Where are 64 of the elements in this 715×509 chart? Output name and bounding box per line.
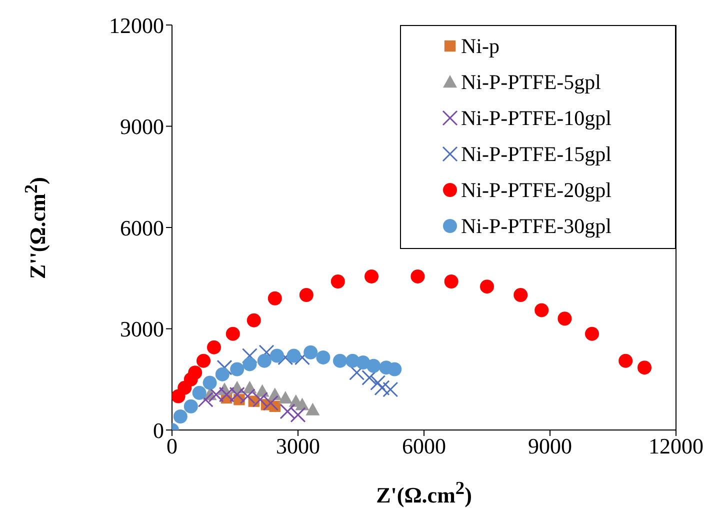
point	[638, 360, 652, 375]
point	[262, 395, 278, 411]
point	[196, 354, 210, 368]
point	[207, 340, 221, 354]
point	[192, 386, 206, 400]
point	[480, 280, 494, 294]
y-tick-label: 0	[153, 418, 164, 443]
point	[374, 380, 390, 396]
point	[242, 348, 258, 364]
x-axis-title: Z'(Ω.cm$^{2}$)	[375, 478, 473, 508]
point	[257, 354, 272, 368]
point	[173, 410, 188, 424]
y-tick-label: 3000	[120, 316, 164, 342]
point	[299, 288, 314, 302]
point	[534, 303, 549, 318]
point	[252, 392, 268, 408]
point	[618, 354, 633, 368]
point	[280, 404, 296, 420]
point	[202, 376, 217, 390]
legend-label: Ni-P-PTFE-10gpl	[461, 106, 612, 130]
point	[444, 274, 458, 288]
point	[246, 313, 261, 328]
point	[295, 398, 310, 410]
point	[184, 399, 198, 414]
point	[188, 366, 202, 380]
point	[558, 312, 572, 326]
point	[382, 382, 398, 398]
point	[290, 407, 306, 423]
point	[316, 350, 330, 364]
point	[240, 388, 256, 404]
point	[333, 354, 347, 368]
y-tick-label: 12000	[109, 12, 164, 38]
legend-label: Ni-P-PTFE-15gpl	[461, 142, 612, 166]
point	[330, 274, 345, 288]
point	[286, 348, 301, 363]
legend-label: Ni-p	[461, 34, 500, 58]
point	[306, 402, 320, 416]
point	[242, 357, 257, 372]
point	[226, 326, 240, 341]
legend-label: Ni-P-PTFE-20gpl	[461, 178, 612, 202]
point	[268, 291, 282, 306]
point	[362, 370, 378, 386]
point	[304, 345, 318, 360]
y-tick-label: 6000	[120, 215, 164, 240]
x-tick-label: 6000	[402, 434, 446, 459]
point	[366, 358, 381, 373]
point	[388, 362, 402, 376]
x-tick-label: 9000	[528, 434, 572, 459]
point	[364, 269, 378, 284]
legend-label: Ni-P-PTFE-5gpl	[461, 70, 602, 94]
x-tick-label: 3000	[276, 434, 320, 459]
point	[216, 360, 232, 376]
point	[198, 392, 214, 408]
point	[230, 362, 244, 376]
point	[585, 326, 599, 341]
point	[270, 348, 284, 363]
point	[410, 269, 425, 284]
y-tick-label: 9000	[120, 114, 164, 140]
point	[370, 375, 386, 390]
x-tick-label: 12000	[648, 434, 704, 459]
point	[278, 390, 292, 404]
legend-label: Ni-P-PTFE-30gpl	[461, 214, 612, 238]
point	[514, 288, 528, 302]
point	[215, 367, 230, 382]
